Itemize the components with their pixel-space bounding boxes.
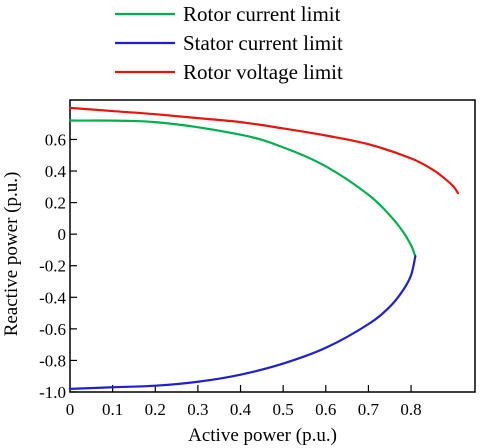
y-tick-label: 0: [58, 225, 67, 244]
x-axis: 0 0.1 0.2 0.3 0.4 0.5 0.6 0.7 0.8: [66, 385, 422, 419]
y-tick-label: -0.8: [39, 351, 66, 370]
x-tick-label: 0.6: [315, 400, 336, 419]
series-layer: [68, 106, 460, 390]
stator-current-limit-line: [68, 255, 417, 390]
y-axis: -1.0 -0.8 -0.6 -0.4 -0.2 0 0.2 0.4 0.6: [39, 130, 77, 402]
x-tick-label: 0.8: [400, 400, 421, 419]
y-tick-label: -1.0: [39, 383, 66, 402]
x-tick-label: 0.4: [230, 400, 252, 419]
x-tick-label: 0.5: [273, 400, 294, 419]
rotor-current-limit-line: [68, 119, 417, 258]
y-axis-title: Reactive power (p.u.): [1, 172, 22, 337]
y-tick-label: 0.6: [45, 130, 66, 149]
x-tick-label: 0.7: [358, 400, 380, 419]
rotor-voltage-limit-legend-label: Rotor voltage limit: [183, 60, 343, 84]
x-tick-label: 0.3: [187, 400, 208, 419]
legend: Rotor current limit Stator current limit R…: [115, 2, 343, 84]
y-tick-label: -0.2: [39, 257, 66, 276]
rotor-current-limit-legend-label: Rotor current limit: [183, 2, 341, 26]
x-tick-label: 0: [66, 400, 75, 419]
y-tick-label: -0.6: [39, 320, 66, 339]
y-tick-label: 0.2: [45, 194, 66, 213]
x-tick-label: 0.2: [145, 400, 166, 419]
plot-frame: [69, 99, 476, 393]
rotor-voltage-limit-line: [68, 106, 460, 195]
y-tick-label: -0.4: [39, 288, 66, 307]
x-axis-title: Active power (p.u.): [188, 425, 337, 446]
y-tick-label: 0.4: [45, 162, 67, 181]
x-tick-label: 0.1: [102, 400, 123, 419]
stator-current-limit-legend-label: Stator current limit: [183, 31, 343, 55]
